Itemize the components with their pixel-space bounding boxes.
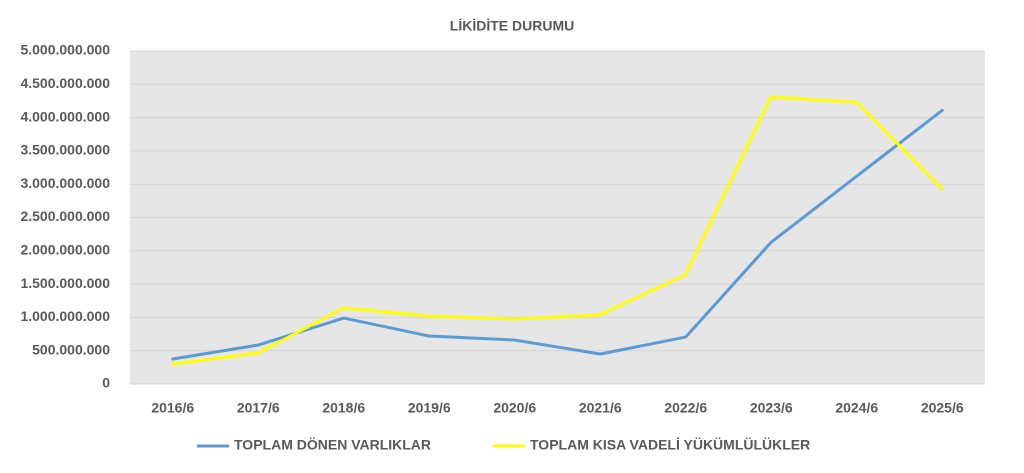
x-tick-label: 2021/6 (579, 400, 622, 416)
y-tick-label: 3.500.000.000 (20, 142, 110, 158)
x-tick-label: 2025/6 (921, 400, 964, 416)
x-tick-label: 2022/6 (664, 400, 707, 416)
x-tick-label: 2019/6 (408, 400, 451, 416)
y-tick-label: 4.000.000.000 (20, 108, 110, 124)
legend-label: TOPLAM DÖNEN VARLIKLAR (234, 437, 431, 453)
y-tick-label: 0 (102, 375, 110, 391)
y-tick-label: 500.000.000 (32, 341, 110, 357)
x-tick-label: 2017/6 (237, 400, 280, 416)
x-tick-label: 2020/6 (493, 400, 536, 416)
series-line (171, 95, 944, 366)
legend-label: TOPLAM KISA VADELİ YÜKÜMLÜLÜKLER (530, 437, 810, 453)
y-tick-label: 2.000.000.000 (20, 242, 110, 258)
x-tick-label: 2023/6 (750, 400, 793, 416)
y-tick-label: 3.000.000.000 (20, 175, 110, 191)
y-tick-label: 1.000.000.000 (20, 308, 110, 324)
y-tick-label: 2.500.000.000 (20, 208, 110, 224)
y-tick-label: 5.000.000.000 (20, 42, 110, 58)
y-tick-label: 1.500.000.000 (20, 275, 110, 291)
x-tick-label: 2016/6 (151, 400, 194, 416)
x-tick-label: 2018/6 (322, 400, 365, 416)
y-tick-label: 4.500.000.000 (20, 75, 110, 91)
x-tick-label: 2024/6 (835, 400, 878, 416)
chart-title: LİKİDİTE DURUMU (450, 18, 574, 34)
